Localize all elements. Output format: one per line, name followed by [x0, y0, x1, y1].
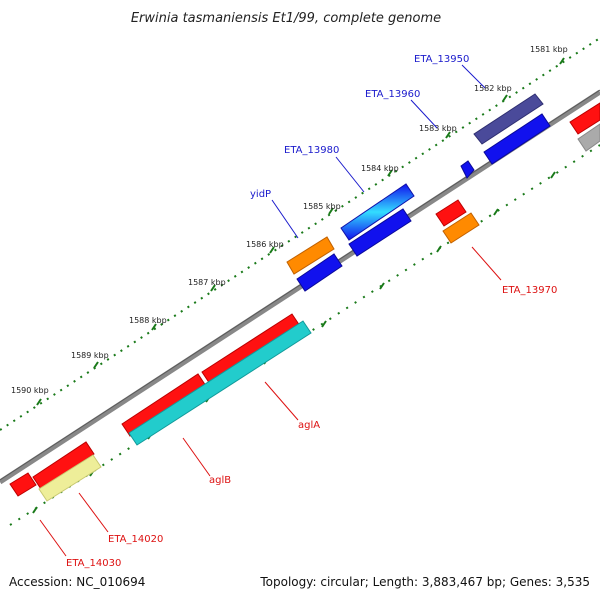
tick-label-1585: 1585 kbp — [303, 202, 341, 211]
reverse-strand-features — [9, 113, 600, 502]
gene-eta-14020-lower-arrow[interactable] — [38, 454, 102, 502]
label-eta-13950[interactable]: ETA_13950 — [414, 54, 469, 65]
tick-label-1581: 1581 kbp — [530, 45, 568, 54]
tick-label-1590: 1590 kbp — [11, 386, 49, 395]
tick-label-1586: 1586 kbp — [246, 240, 284, 249]
outer-major-ticks — [36, 57, 565, 406]
gene-eta-13980-arrow[interactable] — [340, 183, 415, 241]
outer-tick-ring — [0, 37, 600, 431]
gene-offscreen-red-arrow[interactable] — [569, 102, 600, 135]
gene-yidp-arrow[interactable] — [286, 236, 335, 275]
gene-eta-13980-lower-arrow[interactable] — [348, 208, 412, 257]
gene-eta-13950-arrow[interactable] — [473, 93, 544, 145]
label-eta-14030[interactable]: ETA_14030 — [66, 558, 121, 569]
gene-yidp-lower-arrow[interactable] — [296, 253, 343, 292]
label-yidp[interactable]: yidP — [250, 189, 271, 200]
map-title: Erwinia tasmaniensis Et1/99, complete ge… — [131, 11, 441, 26]
tick-label-1583: 1583 kbp — [419, 124, 457, 133]
label-eta-13970[interactable]: ETA_13970 — [502, 285, 557, 296]
gene-eta-14030-arrow[interactable] — [9, 472, 37, 497]
gene-eta-14020-arrow[interactable] — [32, 441, 95, 490]
label-aglb[interactable]: aglB — [209, 475, 231, 486]
tick-label-1582: 1582 kbp — [474, 84, 512, 93]
gene-eta-13970-arrow[interactable] — [435, 199, 467, 227]
gene-small-blue-arrow[interactable] — [460, 160, 475, 179]
gene-eta-13960-arrow[interactable] — [483, 113, 551, 165]
label-leaders — [39, 64, 502, 557]
gene-eta-13970-lower-arrow[interactable] — [442, 212, 480, 244]
forward-strand-features — [32, 93, 600, 490]
label-eta-13960[interactable]: ETA_13960 — [365, 89, 420, 100]
accession-text: Accession: NC_010694 — [9, 575, 145, 589]
tick-label-1588: 1588 kbp — [129, 316, 167, 325]
label-agla[interactable]: aglA — [298, 420, 320, 431]
gene-aglb-lower-arrow[interactable] — [128, 320, 312, 446]
label-eta-13980[interactable]: ETA_13980 — [284, 145, 339, 156]
gene-offscreen-gray-arrow[interactable] — [577, 123, 600, 152]
tick-label-1589: 1589 kbp — [71, 351, 109, 360]
genome-summary-text: Topology: circular; Length: 3,883,467 bp… — [259, 575, 590, 589]
tick-label-1584: 1584 kbp — [361, 164, 399, 173]
label-eta-14020[interactable]: ETA_14020 — [108, 534, 163, 545]
tick-label-1587: 1587 kbp — [188, 278, 226, 287]
